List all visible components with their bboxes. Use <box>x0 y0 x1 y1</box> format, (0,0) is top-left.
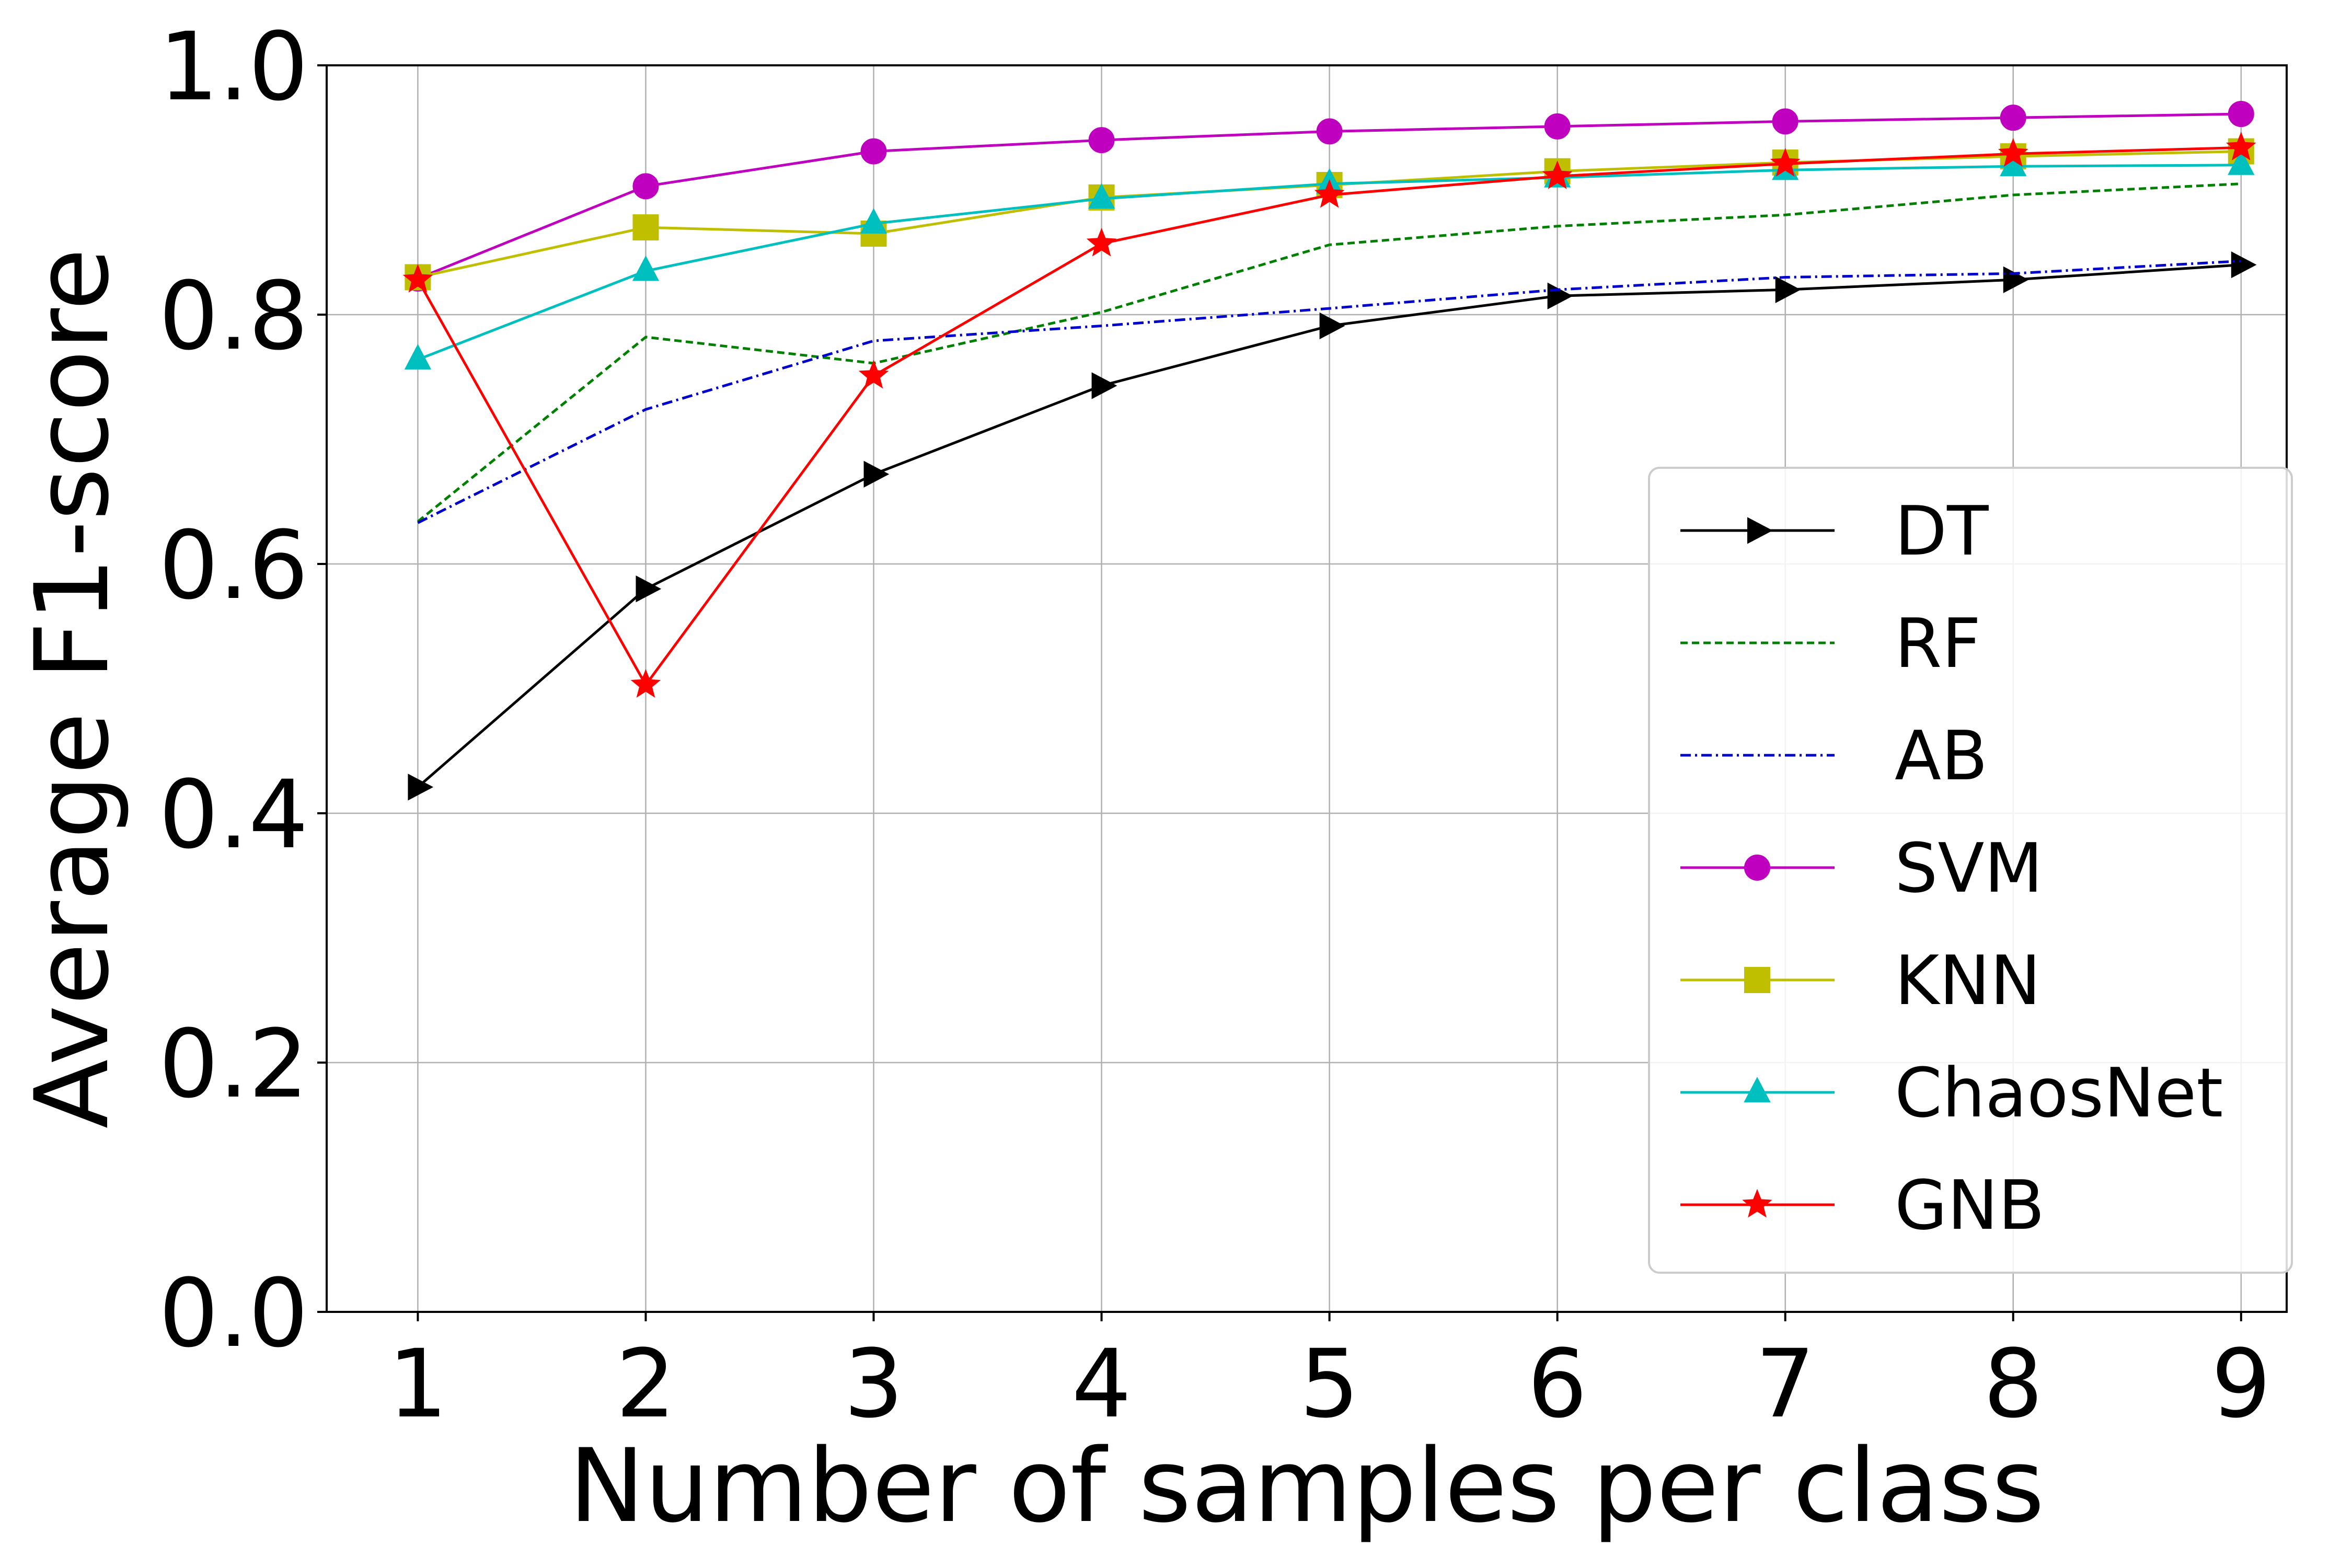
data-point-gnb <box>402 263 433 293</box>
legend-label-ab: AB <box>1895 716 1988 795</box>
x-tick-label: 2 <box>616 1330 676 1439</box>
series-ab <box>417 259 2241 524</box>
legend-marker-svm <box>1744 855 1770 881</box>
data-point-dt <box>636 575 662 603</box>
x-tick-label: 9 <box>2211 1330 2272 1439</box>
x-tick-label: 7 <box>1755 1330 1815 1439</box>
legend-label-dt: DT <box>1895 491 1989 571</box>
data-point-gnb <box>630 668 661 698</box>
legend: DT RF AB SVM KNN ChaosNet GNB <box>1648 467 2293 1274</box>
data-point-dt <box>1775 276 1801 303</box>
y-tick-label: 0.6 <box>159 511 308 620</box>
data-point-dt <box>1091 372 1117 399</box>
data-point-gnb <box>1086 227 1117 257</box>
x-tick-label: 8 <box>1983 1330 2043 1439</box>
x-axis-title: Number of samples per class <box>569 1427 2044 1545</box>
legend-label-rf: RF <box>1895 604 1981 683</box>
data-point-gnb <box>1542 160 1573 189</box>
data-point-gnb <box>1770 148 1801 177</box>
data-point-dt <box>863 460 890 488</box>
series-line-rf <box>417 182 2241 523</box>
data-point-gnb <box>1998 137 2028 167</box>
data-point-svm <box>2000 105 2026 131</box>
y-tick-label: 0.4 <box>159 760 308 870</box>
data-point-knn <box>632 214 659 241</box>
legend-label-chaosnet: ChaosNet <box>1895 1053 2223 1133</box>
data-point-svm <box>632 173 659 200</box>
series-rf <box>417 182 2241 523</box>
legend-label-knn: KNN <box>1895 941 2041 1020</box>
data-point-dt <box>2231 251 2257 279</box>
data-point-dt <box>1319 312 1345 340</box>
y-tick-label: 1.0 <box>159 13 308 122</box>
data-point-gnb <box>858 360 889 389</box>
series-gnb <box>402 132 2256 698</box>
data-point-svm <box>1316 118 1343 145</box>
data-point-chaosnet <box>2228 149 2255 175</box>
legend-marker-chaosnet <box>1744 1077 1771 1102</box>
y-tick-label: 0.8 <box>159 262 308 371</box>
data-point-svm <box>1088 127 1115 154</box>
data-point-gnb <box>1314 179 1345 208</box>
data-point-chaosnet <box>404 344 432 370</box>
y-tick-label: 0.2 <box>159 1010 308 1119</box>
data-point-dt <box>408 774 434 801</box>
x-tick-label: 1 <box>388 1330 448 1439</box>
legend-marker-dt <box>1747 517 1773 544</box>
data-point-chaosnet <box>632 255 660 281</box>
legend-marker-knn <box>1744 967 1770 993</box>
x-tick-label: 3 <box>844 1330 904 1439</box>
data-point-svm <box>1544 113 1571 140</box>
data-point-svm <box>1772 108 1798 135</box>
axis-ticks: 1 2 3 4 5 6 7 8 9 0.0 0.2 0.4 0.6 0.8 1.0 <box>159 13 2271 1439</box>
legend-label-gnb: GNB <box>1895 1166 2045 1245</box>
data-point-gnb <box>2226 132 2256 160</box>
legend-marker-gnb <box>1742 1189 1772 1218</box>
y-tick-label: 0.0 <box>159 1259 308 1368</box>
x-tick-label: 4 <box>1071 1330 1132 1439</box>
series-layer <box>402 101 2257 801</box>
legend-label-svm: SVM <box>1895 828 2043 908</box>
legend-box <box>1648 467 2293 1274</box>
y-axis-title: Average F1-score <box>13 248 131 1129</box>
series-line-ab <box>417 259 2241 524</box>
data-point-svm <box>860 138 887 165</box>
x-tick-label: 5 <box>1299 1330 1359 1439</box>
data-point-svm <box>2228 101 2254 128</box>
data-point-chaosnet <box>860 208 887 234</box>
data-point-chaosnet <box>1088 183 1115 209</box>
x-tick-label: 6 <box>1527 1330 1587 1439</box>
